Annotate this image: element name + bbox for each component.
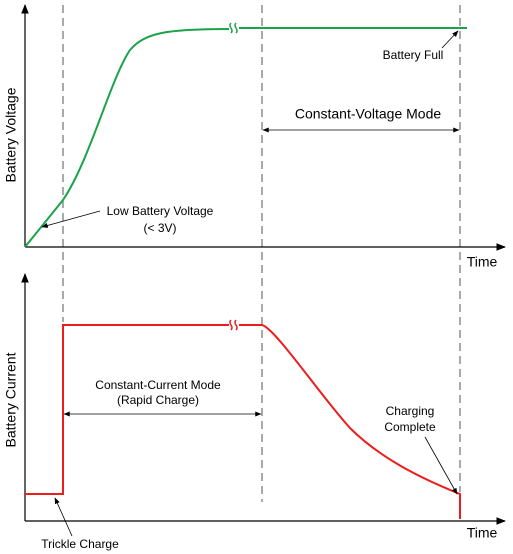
pointer [424, 436, 458, 495]
break-symbol [229, 22, 238, 34]
pointer [54, 497, 73, 537]
annotation: Constant-Voltage Mode [295, 106, 442, 122]
y-label: Battery Current [3, 352, 19, 447]
current-curve [239, 324, 461, 519]
pointer [41, 210, 101, 228]
annotation: Trickle Charge [41, 537, 119, 551]
voltage-curve [24, 28, 230, 248]
annotation: Constant-Current Mode [95, 378, 221, 392]
x-label: Time [467, 254, 498, 270]
current-curve [25, 324, 229, 495]
break-symbol [229, 319, 238, 331]
annotation: (Rapid Charge) [117, 393, 199, 407]
annotation: Charging [386, 404, 435, 418]
x-label: Time [467, 525, 498, 541]
y-label: Battery Voltage [3, 87, 19, 182]
annotation: Low Battery Voltage [107, 204, 214, 218]
annotation: Complete [384, 420, 436, 434]
pointer [441, 30, 459, 49]
annotation: Battery Full [383, 48, 444, 62]
annotation: (< 3V) [143, 221, 176, 235]
